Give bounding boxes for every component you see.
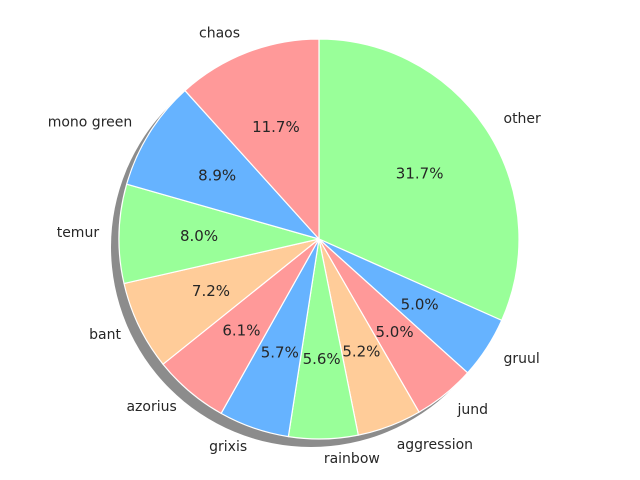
pct-label-azorius: 6.1% (222, 322, 260, 340)
slice-label-bant: bant (89, 327, 121, 343)
pie-slice-temur (118, 183, 320, 285)
pct-label-temur: 8.0% (180, 227, 218, 245)
pct-label-gruul: 5.0% (401, 295, 439, 313)
slice-label-chaos: chaos (199, 26, 240, 42)
slice-label-jund: jund (457, 402, 489, 418)
slice-label-mono-green: mono green (48, 115, 133, 131)
pct-label-jund: 5.0% (375, 323, 413, 341)
slice-label-azorius: azorius (126, 399, 176, 415)
pie-slices (118, 38, 520, 440)
pie-slice-chaos (184, 38, 320, 240)
pct-label-mono-green: 8.9% (198, 167, 236, 185)
slice-label-gruul: gruul (504, 351, 540, 367)
pct-label-rainbow: 5.6% (303, 350, 341, 368)
slice-label-aggression: aggression (397, 437, 473, 453)
slice-label-temur: temur (57, 225, 100, 241)
pie-slice-mono-green (126, 89, 320, 240)
pct-label-grixis: 5.7% (261, 343, 299, 361)
pct-label-other: 31.7% (396, 165, 444, 183)
pie-slice-other (318, 38, 520, 321)
slice-label-grixis: grixis (209, 439, 247, 455)
pct-label-aggression: 5.2% (342, 342, 380, 360)
slice-label-other: other (504, 111, 542, 127)
pct-label-bant: 7.2% (192, 282, 230, 300)
slice-label-rainbow: rainbow (324, 451, 380, 467)
pie-labels: 31.7% other 5.0% gruul 5.0% jund 5.2% aggressio… (48, 26, 541, 467)
pct-label-chaos: 11.7% (252, 118, 300, 136)
